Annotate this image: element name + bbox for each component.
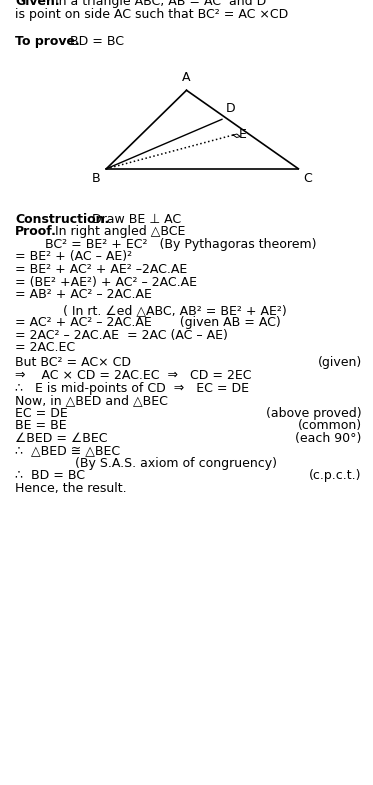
Text: ∴  BD = BC: ∴ BD = BC xyxy=(15,469,85,483)
Text: ∴   E is mid-points of CD  ⇒   EC = DE: ∴ E is mid-points of CD ⇒ EC = DE xyxy=(15,382,249,395)
Text: (c.p.c.t.): (c.p.c.t.) xyxy=(309,469,362,483)
Text: is point on side AC such that BC² = AC ×CD: is point on side AC such that BC² = AC ×… xyxy=(15,8,288,21)
Text: A: A xyxy=(182,71,191,84)
Text: = AC² + AC² – 2AC.AE       (given AB = AC): = AC² + AC² – 2AC.AE (given AB = AC) xyxy=(15,316,280,330)
Text: BC² = BE² + EC²   (By Pythagoras theorem): BC² = BE² + EC² (By Pythagoras theorem) xyxy=(45,238,316,251)
Text: Proof.: Proof. xyxy=(15,225,57,239)
Text: (common): (common) xyxy=(298,419,362,433)
Text: (By S.A.S. axiom of congruency): (By S.A.S. axiom of congruency) xyxy=(75,457,277,470)
Text: In right angled △BCE: In right angled △BCE xyxy=(47,225,185,239)
Text: But BC² = AC× CD: But BC² = AC× CD xyxy=(15,356,131,370)
Text: To prove.: To prove. xyxy=(15,35,80,48)
Text: C: C xyxy=(303,172,311,185)
Text: ∠BED = ∠BEC: ∠BED = ∠BEC xyxy=(15,432,107,445)
Text: B: B xyxy=(92,172,101,185)
Text: Construction.: Construction. xyxy=(15,213,109,226)
Text: (each 90°): (each 90°) xyxy=(295,432,362,445)
Text: (above proved): (above proved) xyxy=(266,407,362,420)
Text: BE = BE: BE = BE xyxy=(15,419,66,433)
Text: = 2AC.EC: = 2AC.EC xyxy=(15,341,75,355)
Text: EC = DE: EC = DE xyxy=(15,407,68,420)
Text: ∴  △BED ≅ △BEC: ∴ △BED ≅ △BEC xyxy=(15,444,120,458)
Text: Hence, the result.: Hence, the result. xyxy=(15,482,126,495)
Text: = BE² + (AC – AE)²: = BE² + (AC – AE)² xyxy=(15,250,132,264)
Text: = BE² + AC² + AE² –2AC.AE: = BE² + AC² + AE² –2AC.AE xyxy=(15,263,187,276)
Text: D: D xyxy=(226,101,235,115)
Text: ⇒    AC × CD = 2AC.EC  ⇒   CD = 2EC: ⇒ AC × CD = 2AC.EC ⇒ CD = 2EC xyxy=(15,369,251,382)
Text: In a triangle ABC, AB = AC  and D: In a triangle ABC, AB = AC and D xyxy=(47,0,266,9)
Text: = 2AC² – 2AC.AE  = 2AC (AC – AE): = 2AC² – 2AC.AE = 2AC (AC – AE) xyxy=(15,329,228,342)
Text: Given.: Given. xyxy=(15,0,60,9)
Text: ( In rt. ∠ed △ABC, AB² = BE² + AE²): ( In rt. ∠ed △ABC, AB² = BE² + AE²) xyxy=(63,304,287,317)
Text: = AB² + AC² – 2AC.AE: = AB² + AC² – 2AC.AE xyxy=(15,288,152,301)
Text: E: E xyxy=(238,128,246,141)
Text: Draw BE ⊥ AC: Draw BE ⊥ AC xyxy=(80,213,181,226)
Text: BD = BC: BD = BC xyxy=(62,35,123,48)
Text: = (BE² +AE²) + AC² – 2AC.AE: = (BE² +AE²) + AC² – 2AC.AE xyxy=(15,276,197,289)
Text: Now, in △BED and △BEC: Now, in △BED and △BEC xyxy=(15,394,168,407)
Text: (given): (given) xyxy=(317,356,362,370)
